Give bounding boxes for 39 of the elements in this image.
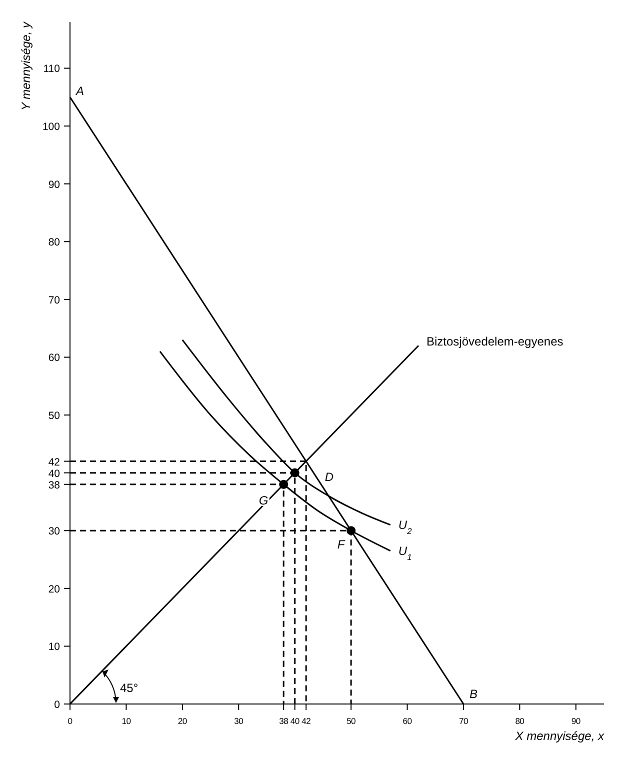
x-tick-label: 42	[302, 716, 312, 726]
y-axis-title: Y mennyisége, y	[19, 21, 33, 110]
y-tick-label: 100	[42, 121, 60, 134]
annotation: U$_{2}$	[398, 518, 412, 536]
point	[346, 526, 356, 536]
x-tick-label: 60	[402, 716, 412, 726]
annotation: Biztosjövedelem-egyenes	[426, 334, 564, 349]
y-tick-label: 40	[48, 468, 60, 480]
y-tick-label: 110	[43, 63, 60, 76]
x-tick-label: 38	[279, 716, 289, 726]
point	[279, 480, 288, 489]
annotation: U$_{1}$	[398, 544, 412, 562]
x-tick-label: 90	[571, 716, 581, 726]
annotation: F	[337, 538, 346, 552]
annotation: 45°	[120, 681, 138, 695]
annotation: B	[469, 687, 478, 701]
annotation: A	[75, 84, 84, 98]
x-tick-label: 0	[68, 716, 73, 726]
y-tick-label: 90	[48, 178, 60, 191]
y-tick-label: 20	[48, 583, 60, 596]
x-tick-label: 70	[458, 716, 468, 726]
x-tick-label: 40	[290, 716, 300, 726]
y-tick-label: 42	[48, 456, 60, 468]
y-tick-label: 60	[48, 352, 60, 364]
x-tick-label: 30	[234, 716, 244, 726]
x-tick-label: 20	[178, 716, 188, 726]
y-tick-label: 30	[48, 526, 60, 538]
y-tick-label: 0	[54, 699, 60, 711]
x-tick-label: 50	[346, 716, 356, 726]
annotation: D	[324, 470, 334, 484]
x-axis-title: X mennyisége, x	[514, 729, 605, 743]
y-tick-label: 38	[48, 479, 60, 492]
x-tick-label: 10	[122, 716, 132, 726]
y-tick-label: 10	[48, 641, 60, 654]
y-tick-label: 70	[48, 294, 60, 306]
y-tick-label: 80	[48, 236, 60, 249]
point	[290, 468, 300, 478]
y-tick-label: 50	[48, 410, 60, 422]
x-tick-label: 80	[515, 716, 525, 726]
